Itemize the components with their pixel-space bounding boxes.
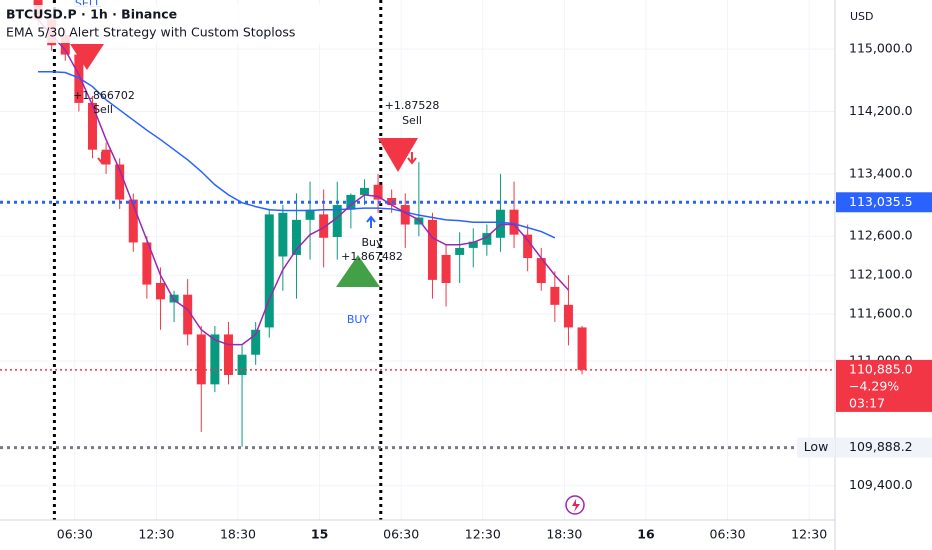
x-tick-label: 16 — [637, 527, 655, 542]
buy-arrow — [366, 215, 376, 228]
candle-body — [400, 205, 410, 225]
y-tick-label: 109,400.0 — [849, 477, 913, 492]
candle-body — [196, 334, 206, 385]
price-tag — [836, 192, 932, 213]
candle-body — [183, 294, 193, 335]
candle-body — [101, 149, 111, 165]
candle-body — [291, 219, 301, 255]
candle-body — [455, 247, 465, 255]
x-tick-label: 12:30 — [791, 527, 827, 542]
buy-triangle — [336, 255, 380, 287]
price-tag-label: 113,035.5 — [849, 194, 913, 209]
candle-body — [60, 35, 70, 55]
y-tick-label: 114,200.0 — [849, 103, 913, 118]
candle-body — [142, 242, 152, 285]
chart-title[interactable]: BTCUSD.P · 1h · Binance — [6, 7, 177, 22]
candle-body — [468, 241, 478, 248]
candle-body — [577, 327, 587, 370]
signal-amount: +1.87528 — [385, 99, 440, 112]
time-scale[interactable] — [0, 520, 835, 550]
candle-body — [427, 219, 437, 280]
signal-text: BUY — [347, 313, 370, 326]
event-icon[interactable] — [565, 495, 585, 515]
sell-triangle — [70, 44, 104, 70]
candle-body — [87, 102, 97, 150]
signal-amount: +1.866702 — [73, 89, 135, 102]
price-tag-name-box — [797, 437, 835, 458]
signal-side: Sell — [93, 103, 113, 116]
candle-body — [115, 164, 125, 200]
candle-body — [495, 209, 505, 238]
signal-amount: +1.867482 — [341, 250, 403, 263]
candle-body — [332, 205, 342, 238]
candle-body — [523, 234, 533, 259]
candle-body — [441, 254, 451, 283]
x-tick-label: 15 — [311, 527, 328, 542]
y-tick-label: 112,100.0 — [849, 267, 913, 282]
price-tag — [836, 437, 932, 458]
x-tick-label: 06:30 — [710, 527, 746, 542]
x-tick-label: 18:30 — [546, 527, 582, 542]
candle-body — [387, 198, 397, 206]
last-price-countdown: 03:17 — [849, 395, 885, 410]
chart-subtitle[interactable]: EMA 5/30 Alert Strategy with Custom Stop… — [6, 25, 295, 40]
candle-body — [264, 214, 274, 328]
candle-body — [319, 214, 329, 238]
last-price-tag — [836, 359, 932, 412]
ema-line — [38, 70, 556, 239]
price-scale[interactable] — [835, 0, 932, 550]
candle-body — [223, 334, 233, 375]
y-tick-label: 112,600.0 — [849, 228, 913, 243]
x-tick-label: 12:30 — [138, 527, 174, 542]
last-price-label: 110,885.0 — [849, 361, 913, 376]
candle-body — [237, 354, 247, 375]
ema-line — [37, 18, 570, 346]
candle-body — [278, 212, 288, 257]
currency-box[interactable] — [842, 5, 926, 29]
candle-body — [550, 286, 560, 305]
sell-arrow — [407, 152, 417, 165]
candle-body — [563, 304, 573, 328]
header-bg — [0, 5, 320, 43]
x-tick-label: 06:30 — [57, 527, 93, 542]
currency[interactable]: USD — [850, 10, 874, 23]
y-tick-label: 113,400.0 — [849, 165, 913, 180]
candle-body — [251, 329, 261, 355]
candle-body — [536, 258, 546, 283]
y-tick-label: 115,000.0 — [849, 41, 913, 56]
candle-body — [305, 209, 315, 220]
x-tick-label: 18:30 — [220, 527, 256, 542]
axes: 109,400.0111,000.0111,600.0112,100.0112,… — [57, 41, 932, 542]
candle-body — [210, 334, 220, 385]
x-tick-label: 12:30 — [465, 527, 501, 542]
candle-body — [482, 233, 492, 245]
candle-body — [155, 282, 165, 300]
price-tag-label: 109,888.2 — [849, 439, 913, 454]
sell-triangle — [378, 138, 418, 172]
last-price-change: −4.29% — [849, 378, 899, 393]
signal-side: Sell — [402, 114, 422, 127]
signal-side: Buy — [361, 236, 383, 249]
sell-arrow — [97, 152, 107, 165]
event-icon-bolt — [572, 499, 580, 512]
y-tick-label: 111,600.0 — [849, 306, 913, 321]
candle-body — [128, 199, 138, 243]
candle-body — [359, 187, 369, 195]
x-tick-label: 06:30 — [383, 527, 419, 542]
price-tag-name: Low — [804, 439, 829, 454]
candle-body — [509, 209, 519, 235]
candle-body — [373, 184, 383, 200]
